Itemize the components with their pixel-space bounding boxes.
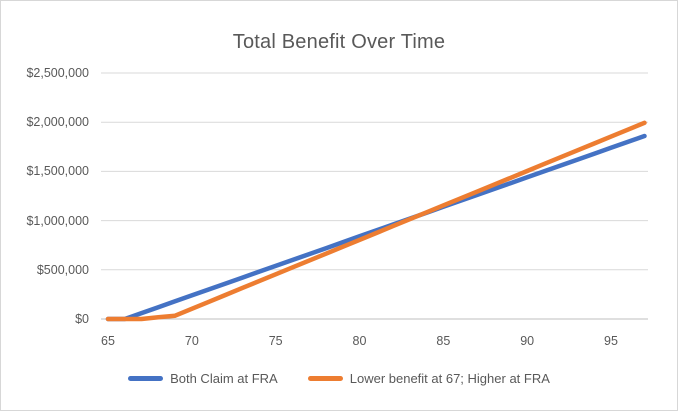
legend-swatch-orange-line xyxy=(307,376,343,381)
legend-item-lower-67-higher-fra: Lower benefit at 67; Higher at FRA xyxy=(307,371,550,386)
x-axis-tick-label: 85 xyxy=(436,334,451,348)
series-line-1 xyxy=(105,120,647,322)
series-line-0 xyxy=(105,133,647,322)
x-axis-tick-label: 80 xyxy=(352,334,367,348)
y-axis-tick-label: $1,000,000 xyxy=(26,213,89,228)
y-axis-tick-label: $2,000,000 xyxy=(26,115,89,130)
legend-item-both-claim-at-fra: Both Claim at FRA xyxy=(128,371,278,386)
legend-swatch-blue-line xyxy=(128,376,164,381)
chart-title: Total Benefit Over Time xyxy=(232,31,446,53)
legend-label-lower-67-higher-fra: Lower benefit at 67; Higher at FRA xyxy=(349,371,550,386)
y-axis-tick-label: $0 xyxy=(75,312,89,326)
x-axis-tick-label: 65 xyxy=(101,334,115,348)
legend: Both Claim at FRA Lower benefit at 67; H… xyxy=(1,371,677,386)
x-axis-tick-label: 75 xyxy=(268,334,283,348)
y-axis-tick-label: $2,500,000 xyxy=(26,66,89,80)
x-axis-tick-label: 95 xyxy=(604,334,618,348)
x-axis-tick-label: 70 xyxy=(184,334,199,348)
x-axis-tick-label: 90 xyxy=(520,334,535,348)
y-axis-tick-label: $500,000 xyxy=(36,262,89,277)
legend-label-both-claim-at-fra: Both Claim at FRA xyxy=(170,371,278,386)
y-axis-tick-label: $1,500,000 xyxy=(26,164,89,179)
